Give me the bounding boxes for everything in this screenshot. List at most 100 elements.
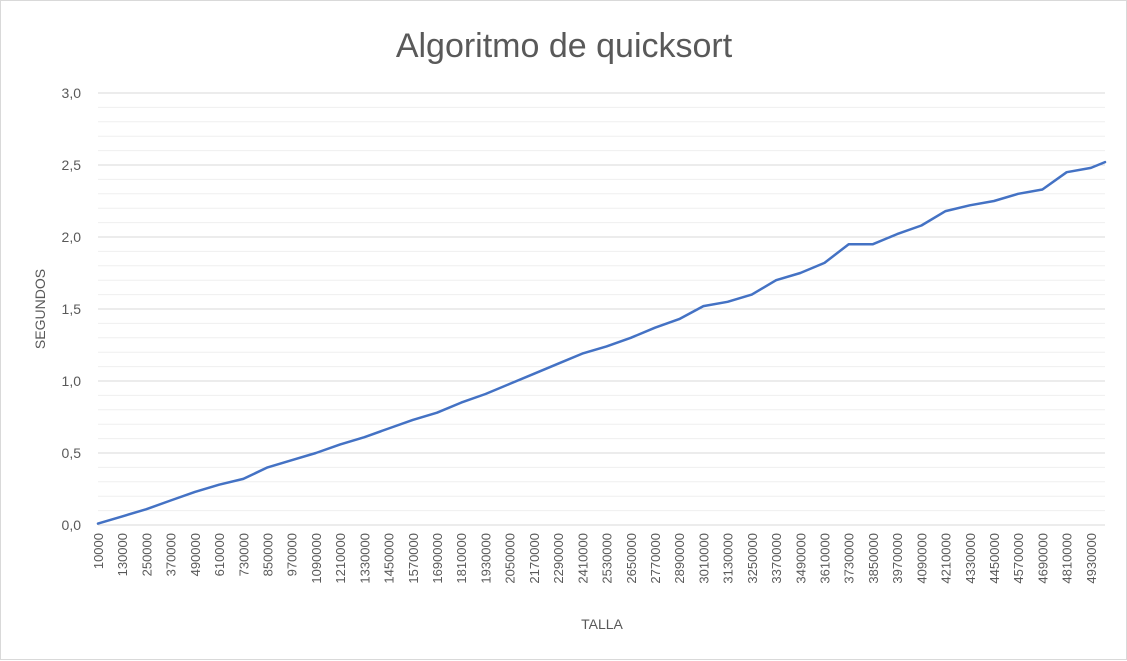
x-tick-label: 1450000 <box>382 533 397 584</box>
x-tick-label: 4690000 <box>1035 533 1050 584</box>
y-tick-label: 1,0 <box>62 373 82 389</box>
x-tick-label: 610000 <box>212 533 227 576</box>
data-point <box>169 499 172 502</box>
data-point <box>1104 161 1106 163</box>
data-point <box>1090 167 1092 169</box>
x-tick-label: 1330000 <box>357 533 372 584</box>
x-tick-label: 4330000 <box>963 533 978 584</box>
x-axis-title: TALLA <box>581 616 623 632</box>
x-tick-label: 1570000 <box>406 533 421 584</box>
x-tick-label: 490000 <box>188 533 203 576</box>
x-tick-label: 3130000 <box>721 533 736 584</box>
series-line <box>96 160 1107 525</box>
y-tick-label: 2,5 <box>62 157 82 173</box>
data-point <box>557 362 559 365</box>
x-tick-label: 3730000 <box>842 533 857 584</box>
x-tick-label: 3250000 <box>745 533 760 584</box>
x-tick-label: 2890000 <box>672 533 687 584</box>
y-tick-label: 1,5 <box>62 301 82 317</box>
x-tick-label: 2050000 <box>503 533 518 584</box>
data-point <box>315 452 317 454</box>
data-point <box>1017 193 1020 195</box>
x-tick-label: 730000 <box>236 533 251 576</box>
data-point <box>1041 188 1044 191</box>
x-tick-label: 3010000 <box>696 533 711 584</box>
data-point <box>121 515 124 518</box>
x-tick-label: 4570000 <box>1011 533 1026 584</box>
series-group <box>96 160 1107 525</box>
x-tick-label: 1810000 <box>454 533 469 584</box>
data-point <box>678 318 680 320</box>
data-point <box>533 373 535 375</box>
x-tick-label: 2170000 <box>527 533 542 584</box>
x-tick-label: 1690000 <box>430 533 445 584</box>
data-point <box>145 508 148 510</box>
y-tick-label: 2,0 <box>62 229 82 245</box>
x-tick-label: 3970000 <box>890 533 905 584</box>
data-point <box>387 427 390 430</box>
data-point <box>436 411 438 414</box>
data-point <box>266 466 269 469</box>
x-tick-label: 2770000 <box>648 533 663 584</box>
data-point <box>97 522 99 525</box>
data-point <box>581 352 584 355</box>
x-tick-label: 970000 <box>285 533 300 576</box>
data-point <box>751 293 753 296</box>
x-tick-label: 10000 <box>91 533 106 569</box>
chart-title: Algoritmo de quicksort <box>396 27 733 65</box>
data-point <box>363 436 366 438</box>
x-tick-label: 4090000 <box>914 533 929 584</box>
data-point <box>1065 171 1068 173</box>
data-point <box>242 478 245 480</box>
data-point <box>194 491 196 493</box>
data-point <box>920 224 923 227</box>
y-tick-labels: 0,0 0,5 1,0 1,5 2,0 2,5 3,0 <box>62 85 82 533</box>
x-tick-label: 2650000 <box>624 533 639 584</box>
x-tick-label: 250000 <box>139 533 154 576</box>
x-tick-label: 3610000 <box>817 533 832 584</box>
x-tick-label: 3850000 <box>866 533 881 584</box>
x-tick-label: 4930000 <box>1084 533 1099 584</box>
x-tick-label: 4450000 <box>987 533 1002 584</box>
data-point <box>654 326 656 329</box>
data-point <box>944 210 947 212</box>
data-point <box>823 262 826 264</box>
data-point <box>993 200 995 202</box>
x-tick-label: 1090000 <box>309 533 324 584</box>
data-point <box>218 483 220 486</box>
x-tick-label: 370000 <box>164 533 179 576</box>
data-point <box>460 401 463 404</box>
data-point <box>339 443 341 446</box>
x-tick-label: 1930000 <box>478 533 493 584</box>
y-tick-label: 0,5 <box>62 445 82 461</box>
data-point <box>508 383 511 385</box>
data-point <box>968 204 971 207</box>
x-tick-label: 130000 <box>115 533 130 576</box>
x-tick-label: 3490000 <box>793 533 808 584</box>
data-point <box>702 305 705 307</box>
y-tick-label: 3,0 <box>62 85 82 101</box>
data-point <box>605 345 608 348</box>
y-axis-title: SEGUNDOS <box>32 269 48 349</box>
x-tick-label: 3370000 <box>769 533 784 584</box>
data-point <box>629 337 632 339</box>
gridlines <box>98 92 1105 526</box>
data-point <box>290 459 293 462</box>
x-tick-labels: 10000 130000 250000 370000 490000 610000 73000… <box>91 533 1099 584</box>
data-point <box>484 393 487 395</box>
data-point <box>726 301 729 303</box>
data-point <box>799 272 802 274</box>
data-point <box>775 279 777 282</box>
x-tick-label: 2530000 <box>600 533 615 584</box>
data-point <box>847 243 850 245</box>
x-tick-label: 850000 <box>261 533 276 576</box>
x-tick-label: 2410000 <box>575 533 590 584</box>
y-tick-label: 0,0 <box>62 517 82 533</box>
x-tick-label: 4810000 <box>1060 533 1075 584</box>
data-point <box>412 419 414 421</box>
x-tick-label: 4210000 <box>939 533 954 584</box>
x-tick-label: 2290000 <box>551 533 566 584</box>
x-tick-label: 1210000 <box>333 533 348 584</box>
